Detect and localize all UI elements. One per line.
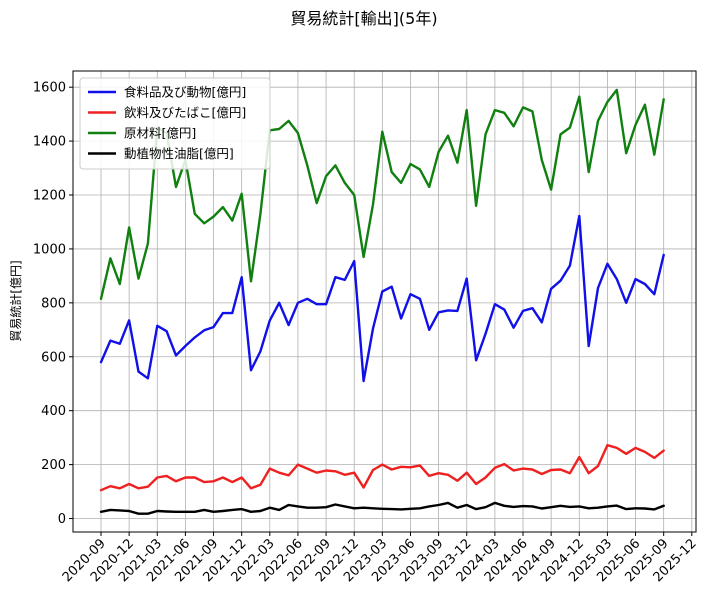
y-tick-label: 1200 [33,189,66,204]
chart-title: 貿易統計[輸出](5年) [290,9,437,28]
y-tick-label: 1000 [33,242,66,257]
y-tick-label: 200 [41,458,66,473]
y-tick-label: 600 [41,350,66,365]
legend-box [79,77,271,170]
legend-label: 原材料[億円] [124,126,196,141]
series-line [99,88,665,300]
legend-label: 動植物性油脂[億円] [124,146,234,161]
legend: 食料品及び動物[億円] 飲料及びたばこ[億円] 原材料[億円] 動植物性油脂[億円] [79,77,271,170]
series-layer [99,88,665,515]
y-tick-label: 0 [58,512,66,527]
series-line [99,501,665,515]
series-line [99,214,665,383]
legend-label: 飲料及びたばこ[億円] [124,105,246,120]
y-tick-label: 400 [41,404,66,419]
plot-frame [72,70,697,533]
legend-label: 食料品及び動物[億円] [124,85,246,100]
y-tick-label: 800 [41,296,66,311]
y-tick-label: 1400 [33,135,66,150]
y-tick-label: 1600 [33,81,66,96]
series-line [99,444,665,492]
y-axis: 0 200 400 600 800 1000 1200 1400 1600 [33,81,73,527]
y-axis-label: 貿易統計[億円] [8,260,23,341]
x-axis: 2020-092020-122021-032021-062021-092021-… [60,532,700,585]
